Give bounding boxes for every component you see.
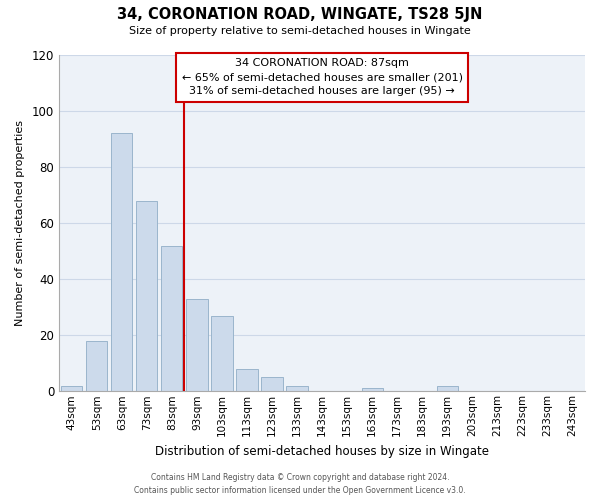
Bar [111,134,133,392]
Bar [236,369,257,392]
Bar [437,386,458,392]
Text: 34 CORONATION ROAD: 87sqm
← 65% of semi-detached houses are smaller (201)
31% of: 34 CORONATION ROAD: 87sqm ← 65% of semi-… [182,58,463,96]
Bar [161,246,182,392]
X-axis label: Distribution of semi-detached houses by size in Wingate: Distribution of semi-detached houses by … [155,444,489,458]
Bar [362,388,383,392]
Text: 34, CORONATION ROAD, WINGATE, TS28 5JN: 34, CORONATION ROAD, WINGATE, TS28 5JN [118,8,482,22]
Text: Size of property relative to semi-detached houses in Wingate: Size of property relative to semi-detach… [129,26,471,36]
Bar [136,200,157,392]
Bar [186,299,208,392]
Y-axis label: Number of semi-detached properties: Number of semi-detached properties [15,120,25,326]
Text: Contains HM Land Registry data © Crown copyright and database right 2024.
Contai: Contains HM Land Registry data © Crown c… [134,474,466,495]
Bar [211,316,233,392]
Bar [86,341,107,392]
Bar [286,386,308,392]
Bar [262,378,283,392]
Bar [61,386,82,392]
